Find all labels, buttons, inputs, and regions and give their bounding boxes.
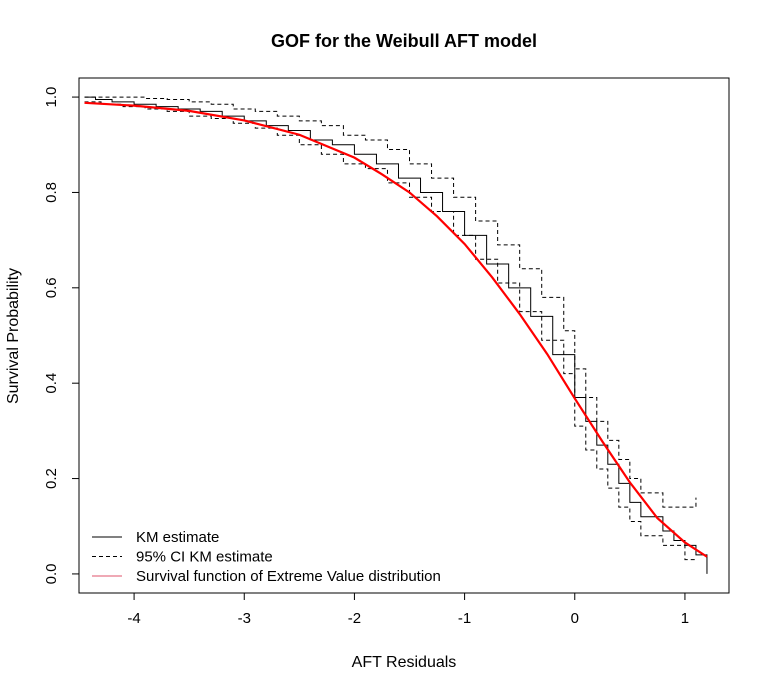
x-tick-label: -3	[238, 610, 251, 627]
series-layer	[84, 96, 708, 574]
y-tick-label: 0.2	[43, 468, 60, 489]
legend: KM estimate 95% CI KM estimate Survival fu…	[92, 529, 441, 585]
chart-title: GOF for the Weibull AFT model	[271, 31, 537, 51]
legend-label: Survival function of Extreme Value distr…	[136, 568, 441, 585]
legend-label: KM estimate	[136, 529, 219, 546]
x-tick-label: 1	[681, 610, 689, 627]
series-1-line	[84, 96, 697, 508]
series-2-line	[84, 101, 696, 561]
y-tick-label: 0.0	[43, 563, 60, 584]
x-axis: -4 -3 -2 -1 0 1	[127, 593, 689, 627]
series-0-line	[84, 96, 708, 574]
x-tick-label: -2	[348, 610, 361, 627]
x-axis-label: AFT Residuals	[352, 654, 457, 671]
y-axis: 0.0 0.2 0.4 0.6 0.8 1.0	[43, 87, 79, 584]
x-tick-label: 0	[571, 610, 579, 627]
y-tick-label: 0.4	[43, 373, 60, 394]
y-tick-label: 0.6	[43, 277, 60, 298]
legend-label: 95% CI KM estimate	[136, 549, 273, 566]
x-tick-label: -4	[127, 610, 140, 627]
y-tick-label: 0.8	[43, 182, 60, 203]
x-tick-label: -1	[458, 610, 471, 627]
series-3-line	[84, 101, 708, 558]
y-axis-label: Survival Probability	[5, 268, 22, 404]
y-tick-label: 1.0	[43, 87, 60, 108]
plot-frame	[78, 77, 730, 594]
